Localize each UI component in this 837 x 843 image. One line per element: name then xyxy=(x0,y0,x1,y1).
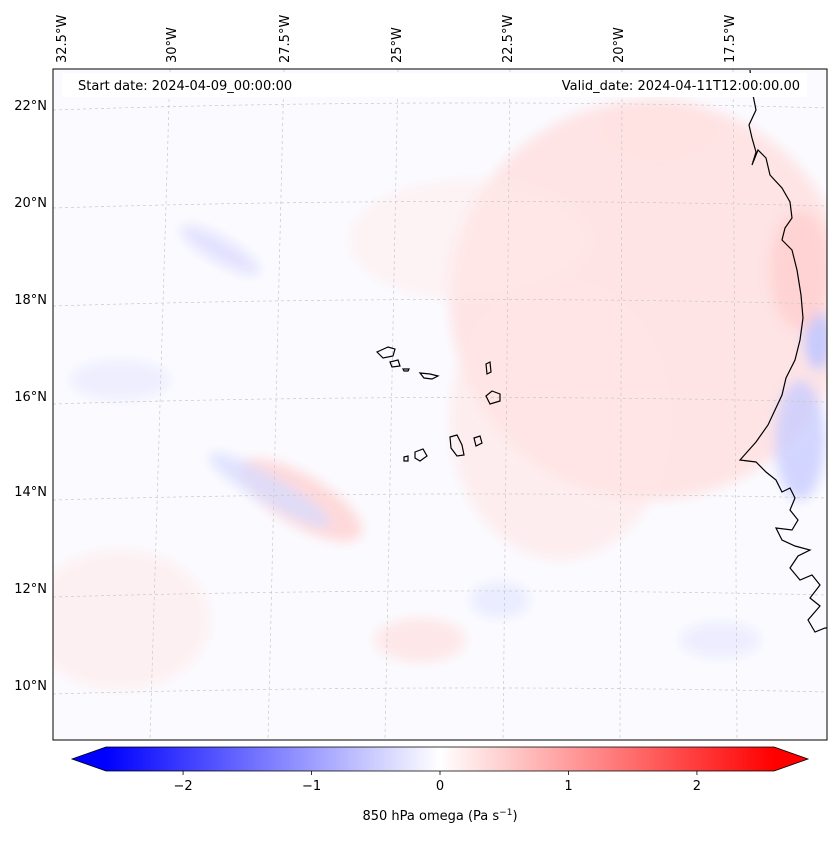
start-date-text: Start date: 2024-04-09_00:00:00 xyxy=(78,79,292,94)
lat-label: 20°N xyxy=(14,196,47,211)
colorbar-extend-max xyxy=(774,747,808,771)
colorbar-extend-min xyxy=(72,747,106,771)
island-fogo xyxy=(414,448,428,462)
lat-label: 22°N xyxy=(14,99,47,114)
island-sao-nicolau xyxy=(418,372,440,380)
island-sal xyxy=(485,361,492,375)
colorbar-tick-label: −2 xyxy=(173,779,192,794)
lat-label: 18°N xyxy=(14,293,47,308)
lon-label: 32.5°W xyxy=(55,15,70,63)
lon-label: 30°W xyxy=(165,27,180,63)
colorbar-outline xyxy=(70,746,810,772)
map-panel xyxy=(53,69,827,740)
island-boa-vista xyxy=(485,390,501,405)
colorbar-label-sup: −1 xyxy=(499,808,512,818)
lon-label: 27.5°W xyxy=(278,15,293,63)
lat-label: 12°N xyxy=(14,582,47,597)
africa-coastline xyxy=(738,69,827,633)
colorbar-body xyxy=(106,747,774,771)
lon-label: 22.5°W xyxy=(501,15,516,63)
colorbar-tick-label: 0 xyxy=(436,779,444,794)
island-sao-vicente xyxy=(389,359,401,368)
colorbar-tick-label: 2 xyxy=(693,779,701,794)
lat-label: 14°N xyxy=(14,485,47,500)
lat-label: 10°N xyxy=(14,679,47,694)
colorbar-ticks: −2 −1 0 1 2 xyxy=(173,771,701,794)
island-santa-luzia xyxy=(402,368,410,372)
date-banner xyxy=(62,73,807,97)
lon-label: 25°W xyxy=(390,27,405,63)
graticule xyxy=(53,69,827,740)
valid-date-text: Valid_date: 2024-04-11T12:00:00.00 xyxy=(562,79,800,94)
latitude-labels: 22°N 20°N 18°N 16°N 14°N 12°N 10°N xyxy=(14,99,47,694)
lon-label: 17.5°W xyxy=(723,15,738,63)
lon-label: 20°W xyxy=(612,27,627,63)
longitude-labels: 32.5°W 30°W 27.5°W 25°W 22.5°W 20°W 17.5… xyxy=(55,15,738,63)
island-santiago xyxy=(449,434,465,457)
lat-label: 16°N xyxy=(14,390,47,405)
colorbar-label: 850 hPa omega (Pa s−1) xyxy=(362,808,517,824)
colorbar-tick-label: 1 xyxy=(564,779,572,794)
colorbar-label-text: 850 hPa omega (Pa s xyxy=(362,809,499,824)
colorbar-tick-label: −1 xyxy=(302,779,321,794)
colorbar-label-close: ) xyxy=(512,809,517,824)
colorbar: −2 −1 0 1 2 850 hPa omega (Pa s−1) xyxy=(70,746,810,824)
cape-verde-islands xyxy=(375,346,501,462)
island-maio xyxy=(473,435,483,447)
island-santo-antao xyxy=(375,346,396,359)
map-frame xyxy=(52,68,828,741)
island-brava xyxy=(403,455,409,462)
